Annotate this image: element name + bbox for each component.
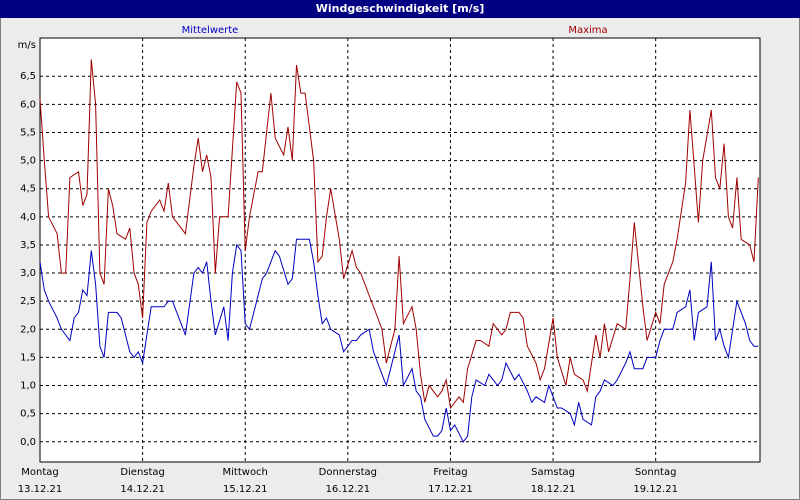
y-tick-label: 4,5	[20, 184, 36, 195]
y-tick-label: 3,5	[20, 240, 36, 251]
y-tick-label: 0,5	[20, 409, 36, 420]
title-bar	[0, 0, 800, 18]
x-tick-label: Samstag	[531, 467, 575, 478]
x-tick-date: 19.12.21	[633, 484, 678, 495]
y-tick-label: 3,0	[20, 268, 36, 279]
y-tick-label: 2,5	[20, 296, 36, 307]
y-tick-label: 6,0	[20, 99, 36, 110]
y-tick-label: 5,5	[20, 127, 36, 138]
x-tick-label: Dienstag	[120, 467, 165, 478]
x-tick-label: Mittwoch	[223, 467, 268, 478]
x-tick-date: 14.12.21	[120, 484, 165, 495]
y-tick-label: 5,0	[20, 156, 36, 167]
y-tick-label: 4,0	[20, 212, 36, 223]
x-tick-date: 16.12.21	[326, 484, 371, 495]
y-axis-label: m/s	[18, 40, 36, 51]
y-tick-label: 0,0	[20, 437, 36, 448]
x-tick-date: 18.12.21	[531, 484, 576, 495]
y-tick-label: 1,5	[20, 352, 36, 363]
chart-title: Windgeschwindigkeit [m/s]	[316, 2, 485, 15]
series-line	[39, 238, 759, 443]
y-tick-label: 6,5	[20, 71, 36, 82]
legend-entry: Mittelwerte	[182, 25, 239, 36]
x-tick-label: Montag	[21, 467, 58, 478]
x-tick-date: 13.12.21	[18, 484, 63, 495]
y-tick-label: 1,0	[20, 381, 36, 392]
x-tick-label: Donnerstag	[319, 467, 377, 478]
x-tick-label: Sonntag	[635, 467, 677, 478]
x-tick-date: 15.12.21	[223, 484, 268, 495]
x-tick-label: Freitag	[433, 467, 467, 478]
series-line	[39, 59, 759, 410]
plot-area	[39, 37, 761, 463]
x-tick-date: 17.12.21	[428, 484, 473, 495]
y-tick-label: 2,0	[20, 324, 36, 335]
legend-entry: Maxima	[568, 25, 607, 36]
